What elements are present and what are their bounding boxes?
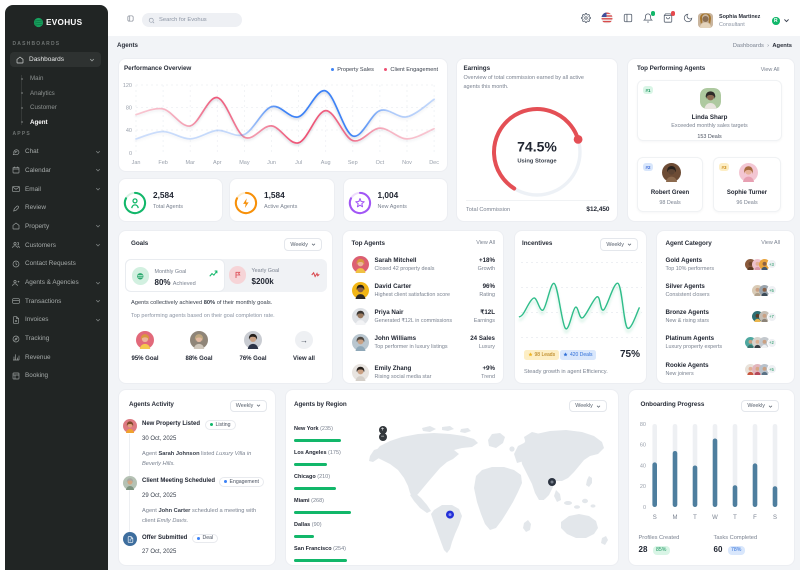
svg-text:80: 80 <box>126 106 132 112</box>
svg-text:F: F <box>753 515 757 521</box>
svg-text:60: 60 <box>639 443 645 449</box>
svg-text:Nov: Nov <box>402 160 412 166</box>
svg-text:M: M <box>672 515 677 521</box>
svg-text:Feb: Feb <box>158 160 167 166</box>
svg-text:40: 40 <box>639 464 645 470</box>
svg-text:S: S <box>652 515 656 521</box>
svg-text:Jul: Jul <box>295 160 302 166</box>
svg-text:Jan: Jan <box>132 160 141 166</box>
svg-text:W: W <box>712 515 718 521</box>
svg-text:0: 0 <box>129 151 132 157</box>
svg-text:Sep: Sep <box>348 160 358 166</box>
svg-text:Dec: Dec <box>429 160 439 166</box>
svg-text:80: 80 <box>639 422 645 428</box>
svg-text:20: 20 <box>639 484 645 490</box>
svg-text:S: S <box>772 515 776 521</box>
svg-text:Mar: Mar <box>185 160 195 166</box>
svg-text:0: 0 <box>642 505 645 511</box>
svg-text:40: 40 <box>126 128 132 134</box>
svg-text:120: 120 <box>123 83 132 89</box>
svg-text:Apr: Apr <box>213 160 222 166</box>
svg-text:Jun: Jun <box>267 160 276 166</box>
svg-text:May: May <box>239 160 250 166</box>
svg-text:Using Storage: Using Storage <box>517 159 557 165</box>
svg-text:T: T <box>733 515 737 521</box>
svg-text:Aug: Aug <box>321 160 331 166</box>
svg-text:74.5%: 74.5% <box>517 139 557 155</box>
svg-text:T: T <box>693 515 697 521</box>
svg-text:Oct: Oct <box>376 160 385 166</box>
